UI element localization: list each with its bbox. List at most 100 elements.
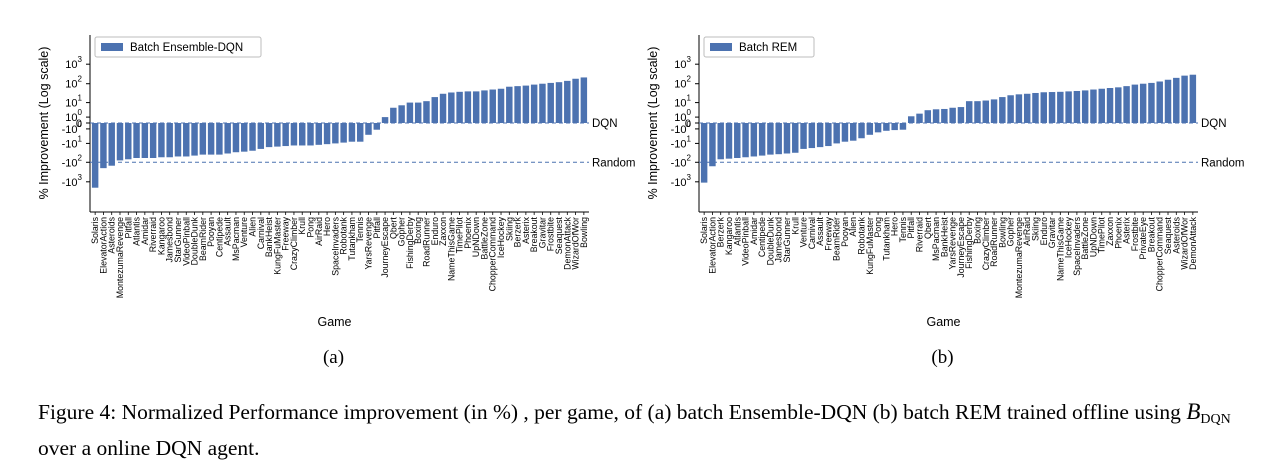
x-tick-label: Alien	[248, 217, 258, 237]
bar	[456, 91, 463, 123]
bar	[257, 123, 265, 149]
x-tick-label: Amidar	[140, 217, 150, 245]
bar	[1081, 90, 1089, 123]
bar	[323, 123, 331, 145]
x-tick-label: BattleZone	[479, 217, 489, 260]
x-tick-label: SpaceInvaders	[1072, 216, 1082, 275]
bar	[949, 107, 956, 123]
bar	[1023, 93, 1031, 123]
x-tick-label: Alien	[848, 217, 858, 237]
bar	[431, 97, 438, 123]
y-tick-label: 0	[76, 118, 82, 130]
y-tick-label: 100	[65, 108, 82, 124]
bar	[116, 123, 124, 161]
x-tick-label: WizardOfWor	[571, 217, 581, 270]
caption-symbol-subscript: DQN	[1200, 412, 1231, 427]
figure-caption: Figure 4: Normalized Performance improve…	[38, 398, 1258, 462]
x-tick-label: MsPacman	[931, 217, 941, 261]
x-tick-label: WizardOfWor	[1180, 217, 1190, 270]
bar	[850, 123, 857, 141]
bar	[783, 123, 791, 154]
x-tick-label: TimePilot	[1097, 216, 1107, 253]
bar	[1048, 92, 1056, 123]
bar	[414, 102, 422, 123]
bar	[1007, 95, 1014, 123]
bar	[290, 123, 298, 146]
x-tick-label: Seaquest	[554, 216, 564, 254]
y-tick-label: -100	[62, 120, 83, 136]
bar	[1057, 91, 1064, 123]
bar	[232, 123, 240, 153]
x-tick-label: BeamRider	[832, 217, 842, 261]
bar	[390, 107, 397, 123]
bar	[982, 100, 990, 123]
bar	[700, 123, 708, 183]
bar	[808, 123, 816, 149]
bar	[866, 123, 874, 135]
figure: 1031021011000-100-101-102-103DQNRandomSo…	[37, 35, 1244, 368]
x-tick-label: DoubleDunk	[765, 216, 775, 265]
bar	[514, 86, 521, 123]
x-tick-label: MsPacman	[231, 217, 241, 261]
y-axis-label: % Improvement (Log scale)	[37, 47, 51, 200]
bar	[547, 82, 554, 123]
x-tick-label: Gopher	[1006, 217, 1016, 246]
y-tick-label: 103	[65, 55, 82, 71]
x-tick-label: Gopher	[397, 217, 407, 246]
x-tick-label: Asteroids	[1171, 216, 1181, 253]
bar	[1164, 79, 1172, 123]
x-tick-label: FishingDerby	[405, 216, 415, 268]
bar	[734, 123, 741, 158]
x-tick-label: ElevatorAction	[98, 217, 108, 274]
y-tick-label: 102	[674, 75, 691, 91]
bar	[141, 123, 149, 158]
x-tick-label: Pong	[873, 217, 883, 238]
x-tick-label: Krull	[790, 217, 800, 235]
bar	[1173, 77, 1180, 123]
x-tick-label: Kangaroo	[724, 217, 734, 255]
x-tick-label: DoubleDunk	[190, 216, 200, 265]
x-tick-label: IceHockey	[496, 216, 506, 258]
bar	[1090, 89, 1097, 123]
bar	[125, 123, 132, 160]
x-tick-label: Skiing	[1030, 217, 1040, 241]
x-tick-label: BankHeist	[264, 216, 274, 257]
bar	[758, 123, 766, 156]
bar	[709, 123, 716, 167]
bar	[564, 80, 571, 123]
bar	[489, 89, 496, 123]
x-tick-label: Pong	[306, 217, 316, 238]
x-tick-label: Hero	[890, 217, 900, 236]
x-tick-label: Krull	[297, 217, 307, 235]
x-tick-label: Riverraid	[148, 217, 158, 252]
bar	[907, 116, 915, 123]
reference-label-dqn: DQN	[592, 118, 618, 130]
x-tick-label: Phoenix	[463, 216, 473, 248]
bar	[398, 105, 405, 123]
bar	[555, 82, 563, 123]
x-tick-label: Pitfall	[372, 217, 382, 239]
x-tick-label: Kangaroo	[156, 217, 166, 255]
legend	[94, 36, 262, 58]
x-tick-label: KungFuMaster	[865, 217, 875, 275]
x-tick-label: Pooyan	[206, 217, 216, 247]
x-tick-label: VideoPinball	[181, 217, 191, 266]
bar	[775, 123, 782, 155]
bar	[365, 123, 372, 135]
bar	[750, 123, 758, 157]
bar	[166, 123, 173, 158]
x-tick-label: MontezumaRevenge	[1014, 217, 1024, 298]
x-tick-label: Freeway	[281, 216, 291, 250]
y-tick-label: -103	[62, 173, 83, 189]
bar	[891, 123, 898, 131]
x-tick-label: SpaceInvaders	[330, 216, 340, 275]
x-tick-label: DemonAttack	[1188, 216, 1198, 269]
x-tick-label: JourneyEscape	[380, 217, 390, 278]
bar	[833, 123, 840, 144]
x-tick-label: AirRaid	[314, 217, 324, 246]
x-tick-label: Zaxxon	[438, 217, 448, 246]
bar	[448, 92, 455, 123]
x-tick-label: VideoPinball	[741, 217, 751, 266]
bar	[825, 123, 832, 147]
